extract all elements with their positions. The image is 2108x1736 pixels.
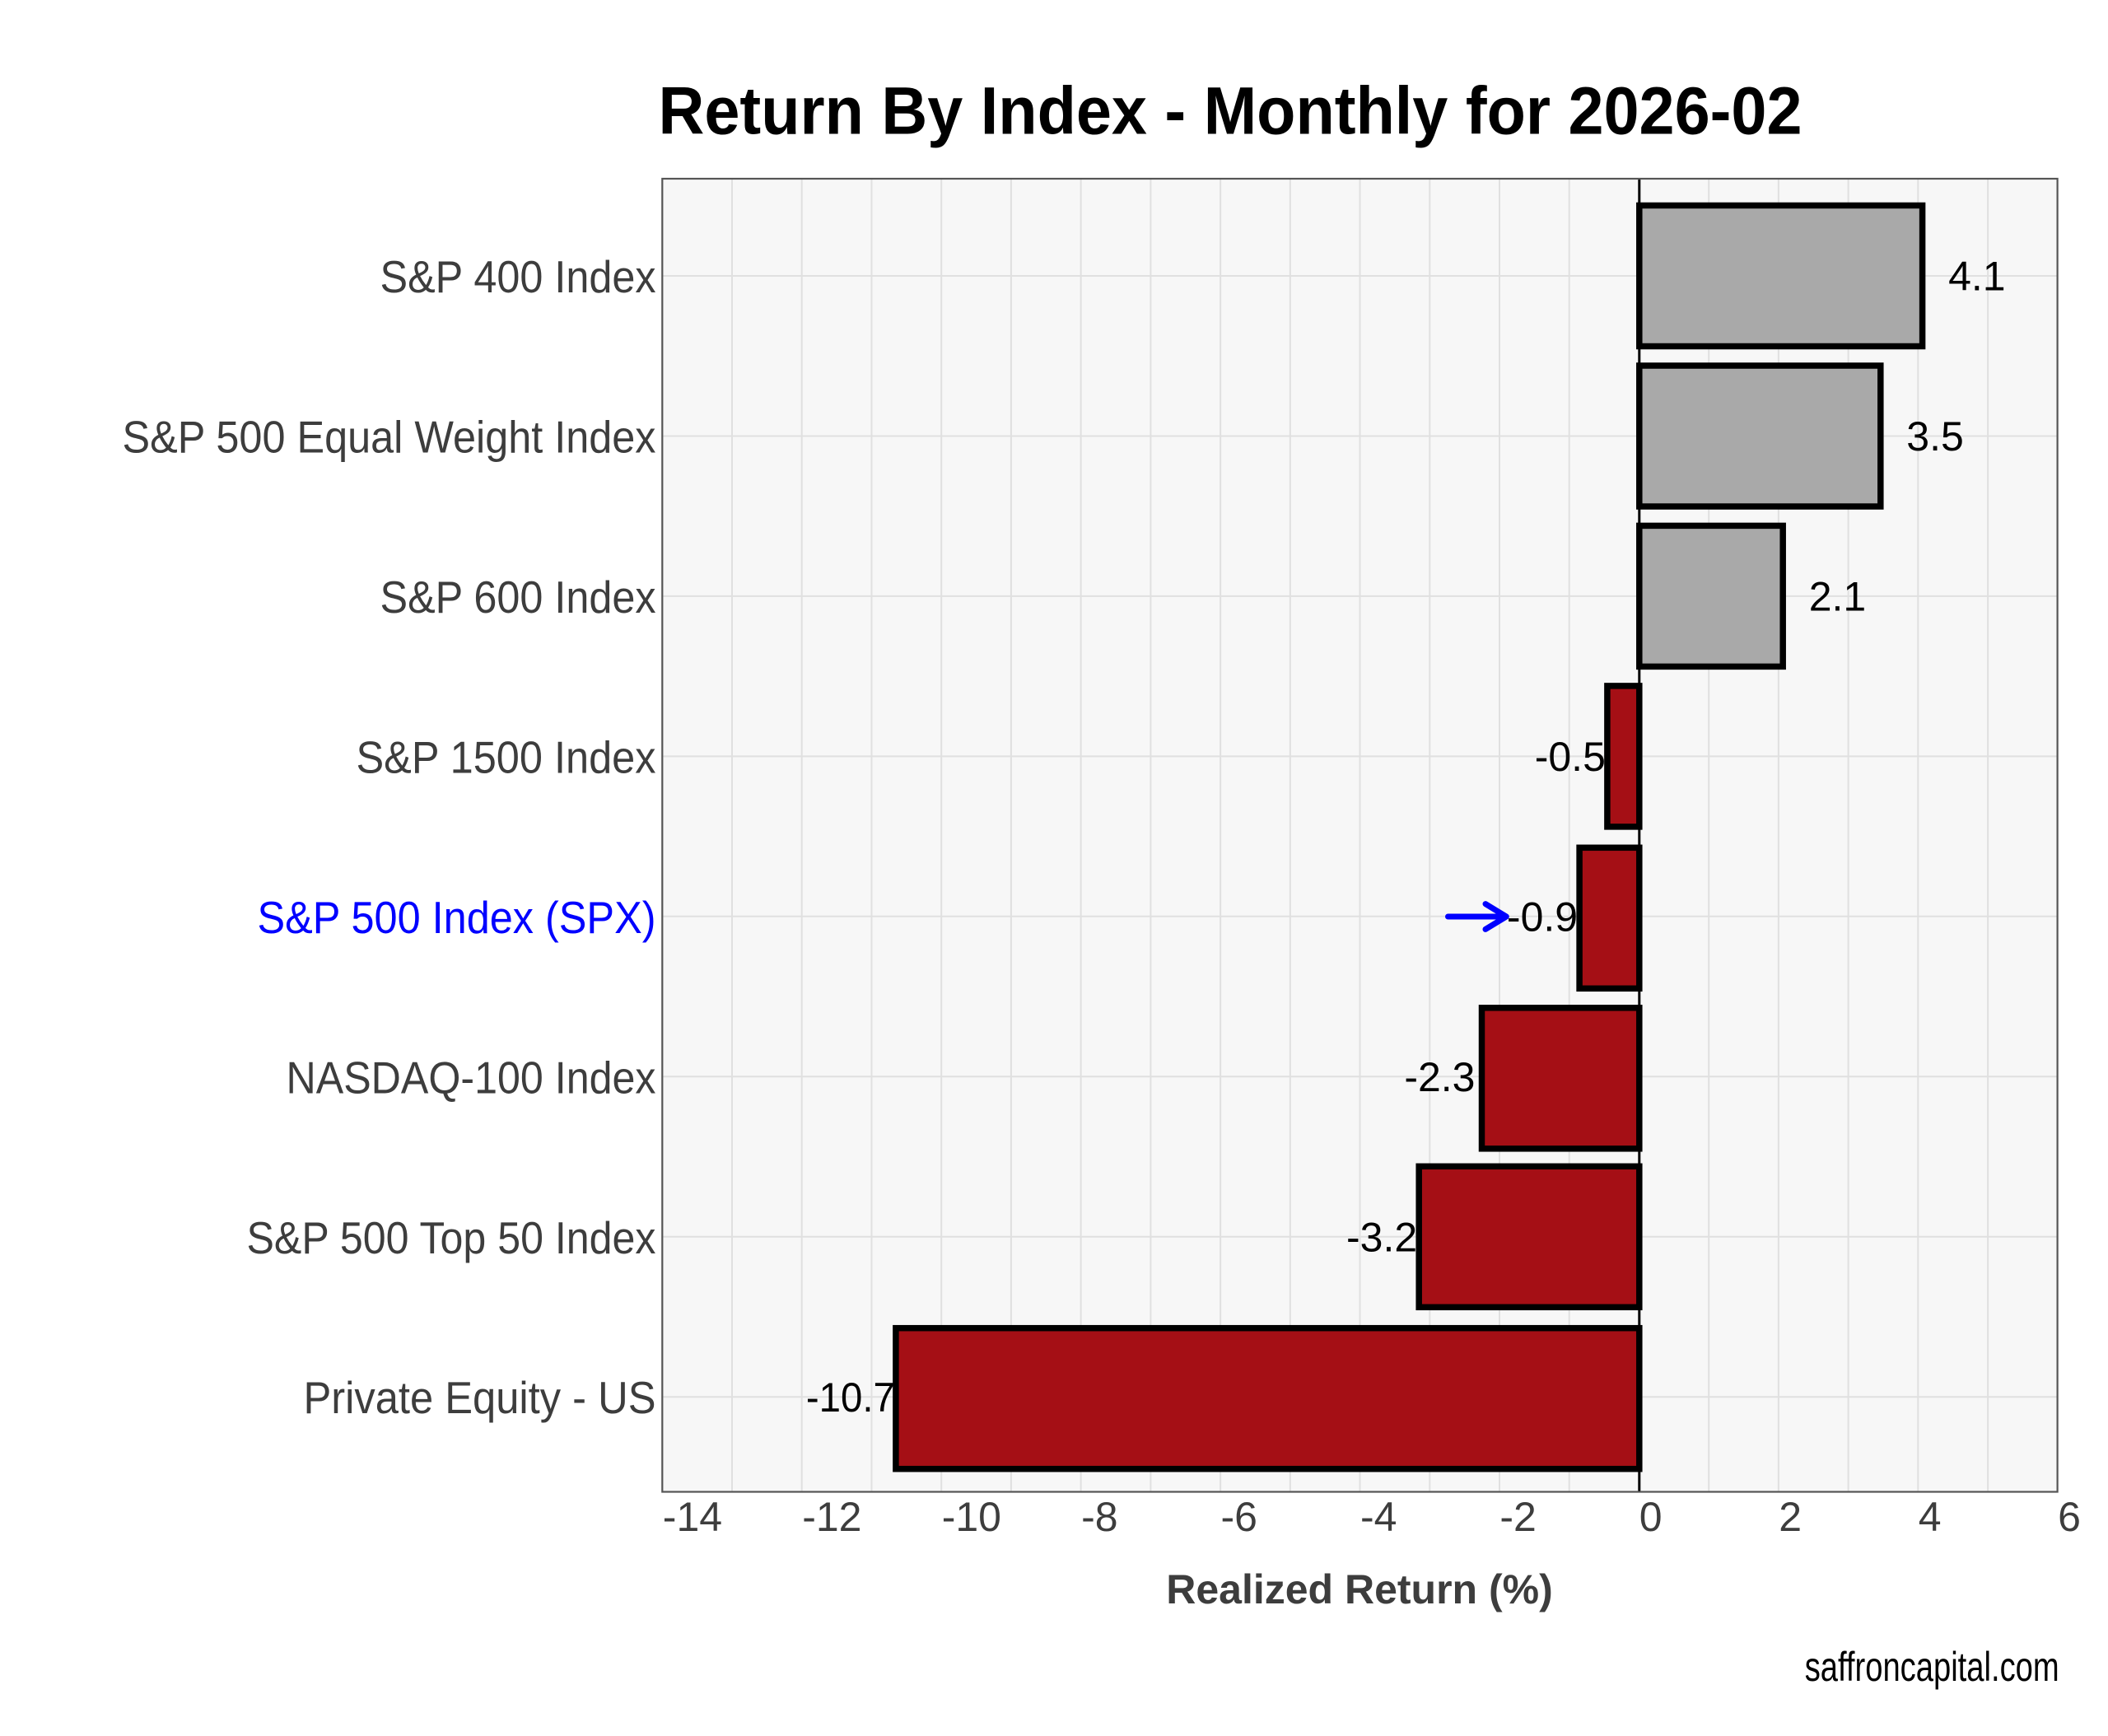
svg-text:S&P 400 Index: S&P 400 Index [380, 251, 656, 302]
svg-text:saffroncapital.com: saffroncapital.com [1805, 1644, 2059, 1690]
svg-text:0: 0 [1639, 1494, 1663, 1540]
svg-text:2.1: 2.1 [1809, 574, 1867, 620]
svg-text:Private Equity - US: Private Equity - US [304, 1372, 656, 1423]
svg-text:6: 6 [2058, 1494, 2081, 1540]
svg-text:S&P 500 Top 50 Index: S&P 500 Top 50 Index [247, 1212, 656, 1263]
svg-text:-14: -14 [663, 1494, 722, 1540]
svg-text:-12: -12 [802, 1494, 861, 1540]
svg-text:-8: -8 [1081, 1494, 1117, 1540]
svg-text:3.5: 3.5 [1906, 413, 1964, 460]
svg-text:-10.7: -10.7 [806, 1374, 895, 1421]
svg-text:Realized Return (%): Realized Return (%) [1166, 1566, 1553, 1612]
svg-text:-2.3: -2.3 [1404, 1054, 1475, 1100]
svg-text:4.1: 4.1 [1948, 254, 2006, 300]
svg-text:-3.2: -3.2 [1346, 1215, 1417, 1261]
svg-text:S&P 500 Index (SPX): S&P 500 Index (SPX) [258, 892, 656, 943]
svg-text:2: 2 [1779, 1494, 1802, 1540]
svg-text:NASDAQ-100 Index: NASDAQ-100 Index [287, 1052, 656, 1103]
svg-text:S&P 1500 Index: S&P 1500 Index [357, 731, 656, 782]
svg-text:-2: -2 [1499, 1494, 1536, 1540]
svg-text:-10: -10 [942, 1494, 1001, 1540]
svg-text:Return By Index - Monthly for: Return By Index - Monthly for 2026-02 [659, 74, 1803, 149]
svg-text:-0.5: -0.5 [1535, 734, 1606, 780]
svg-text:S&P 500 Equal Weight Index: S&P 500 Equal Weight Index [123, 412, 656, 463]
svg-text:4: 4 [1919, 1494, 1942, 1540]
svg-text:-4: -4 [1360, 1494, 1397, 1540]
svg-text:S&P 600 Index: S&P 600 Index [380, 572, 656, 623]
svg-text:-6: -6 [1221, 1494, 1257, 1540]
svg-text:-0.9: -0.9 [1507, 894, 1578, 940]
